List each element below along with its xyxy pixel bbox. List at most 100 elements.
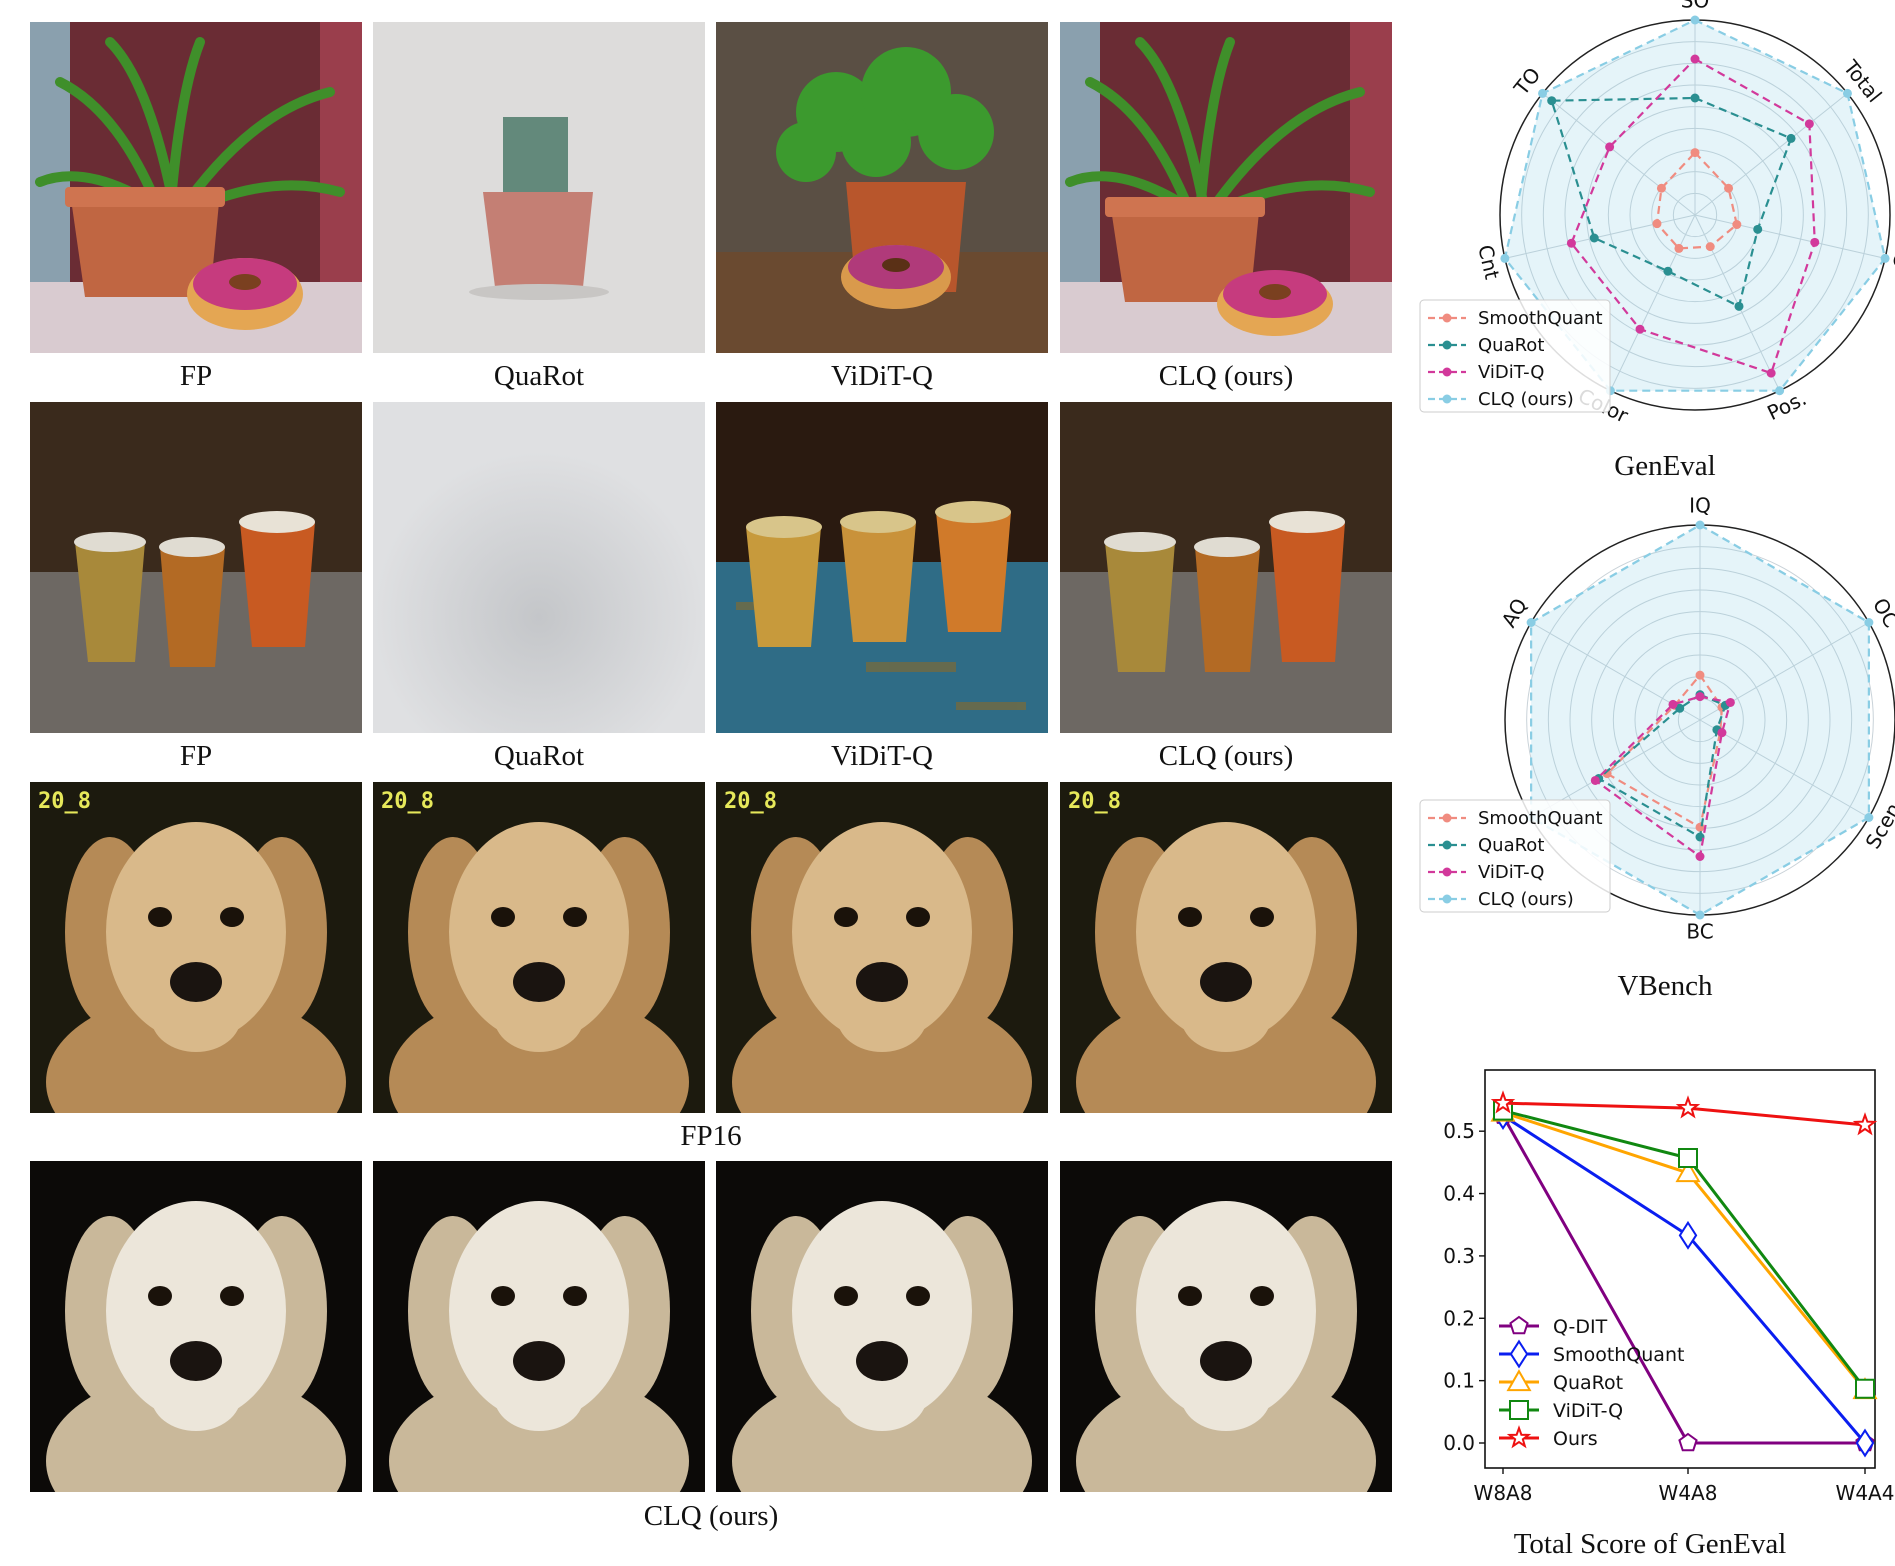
line-chart-title: Total Score of GenEval [1513,1528,1787,1560]
radar-series-smoothquant-point [1695,670,1705,680]
radar-spoke [1542,93,1696,216]
caption-row2-quarot: QuaRot [493,740,585,772]
y-tick-label: 0.5 [1443,1119,1475,1143]
legend-marker-quarot [1506,1369,1532,1392]
x-tick-label: W8A8 [1474,1481,1533,1505]
series-point-ours [1852,1112,1878,1136]
radar-series-quarot-point [1786,133,1796,143]
radar-legend-marker [1442,394,1452,404]
radar-legend-marker [1442,840,1452,850]
radar-series-viditq-point [1690,54,1700,64]
legend-marker-ours [1506,1425,1532,1449]
radar-axis-label: BC [1686,920,1713,944]
legend-label-quarot: QuaRot [1553,1372,1623,1394]
image-fp-plant-donut [30,22,362,353]
legend-label-vidit-q: ViDiT-Q [1553,1400,1623,1422]
image-white-dog-2 [373,1161,705,1492]
radar-axis-label: IQ [1689,494,1711,518]
caption-row2-clq: CLQ (ours) [1158,740,1294,772]
radar-axis-label: Pos. [1763,386,1810,425]
radar-series-quarot-point [1734,301,1744,311]
radar-series-quarot-point [1690,93,1700,103]
caption-row1-clq: CLQ (ours) [1158,360,1294,392]
image-white-dog-1 [30,1161,362,1492]
radar-series-smoothquant-point [1724,183,1734,193]
radar-legend-label: QuaRot [1478,835,1544,856]
radar-legend-label: CLQ (ours) [1478,889,1574,910]
radar-legend-label: SmoothQuant [1478,808,1603,829]
radar-series-viditq-point [1566,238,1576,248]
caption-clq-dogs: CLQ (ours) [643,1500,779,1532]
radar-series-viditq-point [1810,237,1820,247]
series-point-q-dit [1678,1432,1698,1452]
radar-series-viditq-point [1668,699,1678,709]
radar-series-clq-point [1695,520,1705,530]
radar-series-viditq-point [1804,119,1814,129]
plot-frame [1484,1069,1876,1469]
radar-spoke [1609,214,1696,391]
radar-legend-label: QuaRot [1478,335,1544,356]
legend-marker-smoothquant [1509,1339,1529,1369]
radar-series-smoothquant-point [1732,220,1742,230]
radar-series-clq-point [1690,15,1700,25]
caption-row2-fp: FP [179,740,213,772]
series-point-quarot [1675,1160,1701,1183]
geneval-caption: GenEval [1614,450,1716,482]
caption-row1-fp: FP [179,360,213,392]
caption-row2-viditq: ViDiT-Q [831,740,933,772]
svg-text:20_8: 20_8 [724,789,777,814]
radar-series-viditq-point [1590,775,1600,785]
radar-series-clq-point [1864,618,1874,627]
radar-series-quarot-point [1547,96,1557,106]
legend-label-ours: Ours [1553,1428,1598,1450]
svg-text:20_8: 20_8 [1068,789,1121,814]
radar-legend-label: CLQ (ours) [1478,389,1574,410]
image-viditq-plant-donut [716,22,1048,353]
radar-legend-marker [1442,894,1452,904]
image-clq-cups [1060,402,1392,733]
image-golden-dog-3: 20_8 [716,782,1048,1113]
radar-series-smoothquant-point [1656,183,1666,193]
series-point-smoothquant [1678,1220,1698,1250]
caption-row1-quarot: QuaRot [493,360,585,392]
legend-marker-q-dit [1509,1315,1529,1335]
caption-fp16: FP16 [680,1120,742,1152]
radar-legend-box [1419,299,1611,413]
x-tick-label: W4A8 [1659,1481,1718,1505]
radar-series-viditq-point [1766,368,1776,378]
radar-series-clq-point [1880,253,1890,263]
series-point-ours [1675,1095,1701,1119]
x-tick-label: W4A4 [1836,1481,1895,1505]
series-point-smoothquant [1855,1428,1875,1458]
image-clq-plant-donut [1060,22,1392,353]
radar-series-viditq [1570,57,1816,375]
y-tick-label: 0.1 [1443,1369,1475,1393]
y-tick-label: 0.0 [1443,1431,1475,1455]
image-fp-cups [30,402,362,733]
series-point-vidit-q [1855,1378,1875,1399]
radar-series-viditq-point [1717,728,1727,738]
radar-series-viditq-point [1635,324,1645,334]
legend-label-smoothquant: SmoothQuant [1553,1344,1684,1366]
y-tick-label: 0.2 [1443,1306,1475,1330]
radar-series-smoothquant-point [1652,219,1662,229]
radar-spoke [1694,214,1886,259]
svg-text:20_8: 20_8 [381,789,434,814]
y-tick-label: 0.4 [1443,1182,1475,1206]
radar-series-clq-point [1695,910,1705,920]
radar-axis-label: AQ [1497,594,1532,631]
legend-marker-vidit-q [1509,1400,1529,1420]
image-golden-dog-2: 20_8 [373,782,705,1113]
vbench-radar-chart: IQOCScenBCAQSmoothQuantQuaRotViDiT-QCLQ … [1419,494,1895,944]
image-quarot-cups [373,402,705,733]
radar-axis-label: C [1888,253,1895,272]
radar-legend-marker [1442,867,1452,877]
image-white-dog-3 [716,1161,1048,1492]
radar-series-quarot [1550,96,1793,308]
image-white-dog-4 [1060,1161,1392,1492]
radar-legend-marker [1442,313,1452,323]
radar-spoke [1694,93,1848,216]
series-point-vidit-q [1678,1147,1698,1168]
radar-series-viditq-point [1695,692,1705,702]
radar-series-smoothquant-point [1705,242,1715,252]
